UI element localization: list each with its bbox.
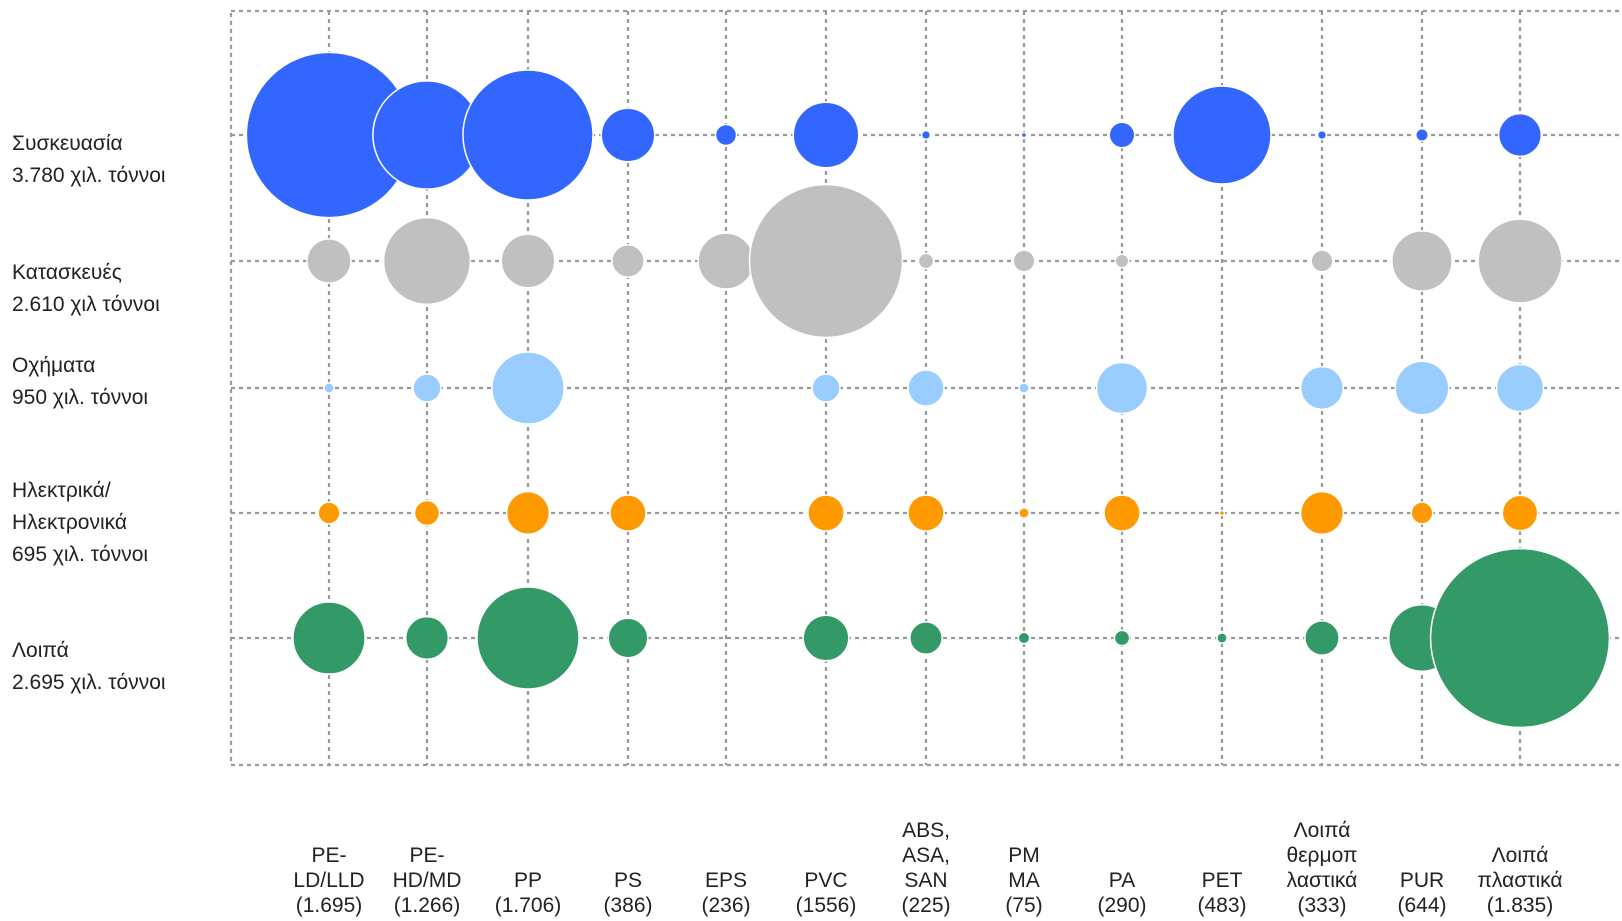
- bubble: [1095, 361, 1149, 415]
- column-label: PE- HD/MD (1.266): [392, 844, 462, 917]
- bubble: [1018, 507, 1030, 519]
- bubble: [1304, 620, 1340, 656]
- bubble: [1103, 494, 1141, 532]
- bubble: [1018, 382, 1030, 394]
- row-label: Οχήματα 950 χιλ. τόννοι: [12, 354, 149, 409]
- bubble: [607, 617, 649, 659]
- bubble: [1391, 230, 1453, 292]
- bubble: [462, 69, 594, 201]
- bubble: [306, 238, 352, 284]
- bubble: [807, 494, 845, 532]
- bubble: [500, 233, 556, 289]
- bubble: [292, 601, 366, 675]
- bubble: [505, 490, 551, 536]
- bubble: [1017, 631, 1031, 645]
- bubble: [382, 216, 472, 306]
- column-label: PVC (1556): [795, 869, 857, 917]
- bubble: [1394, 360, 1450, 416]
- column-label: Λοιπά θερμοπ λαστικά (333): [1286, 819, 1358, 917]
- bubble: [802, 614, 850, 662]
- column-label: PE- LD/LLD (1.695): [293, 844, 365, 917]
- bubble: [609, 494, 647, 532]
- bubble: [909, 621, 943, 655]
- bubbles: [245, 51, 1611, 729]
- bubble: [792, 101, 860, 169]
- column-label: PP (1.706): [494, 869, 562, 917]
- bubble: [1218, 509, 1226, 517]
- bubble: [317, 501, 341, 525]
- bubble: [1299, 365, 1345, 411]
- bubble: [491, 351, 565, 425]
- row-label: Λοιπά 2.695 χιλ. τόννοι: [12, 639, 166, 694]
- bubble: [1495, 363, 1545, 413]
- bubble: [412, 373, 442, 403]
- bubble: [714, 123, 738, 147]
- bubble: [413, 499, 441, 527]
- column-label: PA (290): [1097, 869, 1147, 917]
- row-label: Συσκευασία 3.780 χιλ. τόννοι: [12, 132, 166, 187]
- bubble: [1113, 629, 1131, 647]
- bubble: [1216, 632, 1228, 644]
- bubble: [748, 183, 904, 339]
- bubble: [476, 586, 580, 690]
- row-label: Κατασκευές 2.610 χιλ τόννοι: [12, 261, 160, 316]
- column-label: EPS (236): [701, 869, 751, 917]
- bubble: [1415, 128, 1429, 142]
- bubble: [1477, 218, 1563, 304]
- bubble: [1310, 249, 1334, 273]
- bubble: [1410, 501, 1434, 525]
- bubble: [1020, 131, 1028, 139]
- bubble: [1172, 85, 1272, 185]
- bubble: [1497, 112, 1543, 158]
- bubble: [1501, 494, 1539, 532]
- bubble: [1316, 129, 1328, 141]
- bubble: [600, 107, 656, 163]
- column-label: PM MA (75): [1005, 844, 1043, 917]
- bubble: [1012, 249, 1036, 273]
- bubble: [920, 129, 932, 141]
- bubble: [1108, 121, 1136, 149]
- bubble: [1114, 253, 1130, 269]
- column-label: PET (483): [1197, 869, 1247, 917]
- column-label: PS (386): [603, 869, 653, 917]
- bubble: [907, 494, 945, 532]
- bubble: [1429, 547, 1611, 729]
- bubble: [611, 244, 645, 278]
- column-label: PUR (644): [1397, 869, 1447, 917]
- bubble: [907, 369, 945, 407]
- bubble: [811, 373, 841, 403]
- bubble: [1299, 490, 1345, 536]
- column-label: ABS, ASA, SAN (225): [901, 819, 951, 917]
- bubble: [404, 615, 450, 661]
- row-label: Ηλεκτρικά/ Ηλεκτρονικά 695 χιλ. τόννοι: [12, 479, 149, 566]
- bubble: [697, 232, 755, 290]
- column-label: Λοιπά πλαστικά (1.835): [1477, 844, 1563, 917]
- bubble: [323, 382, 335, 394]
- bubble: [917, 252, 935, 270]
